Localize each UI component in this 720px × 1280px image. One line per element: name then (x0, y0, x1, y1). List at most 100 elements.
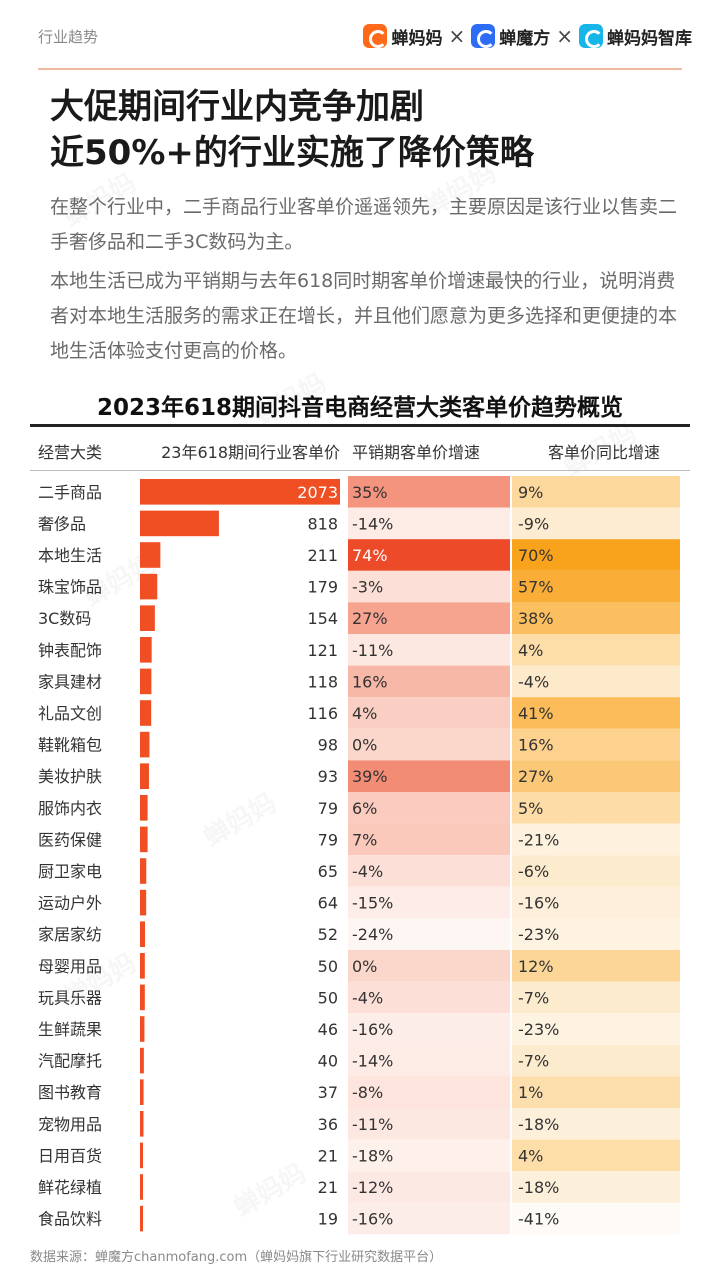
flat-growth-label: 7% (352, 830, 377, 849)
flat-growth-label: 27% (352, 609, 388, 628)
category-label: 美妆护肤 (38, 767, 102, 786)
flat-growth-label: -15% (352, 894, 393, 913)
category-label: 二手商品 (38, 483, 102, 502)
flat-growth-cell (348, 602, 510, 634)
yoy-growth-cell (512, 855, 680, 887)
flat-growth-label: 35% (352, 483, 388, 502)
price-value-label: 79 (318, 799, 338, 818)
price-value-label: 121 (307, 641, 338, 660)
yoy-growth-label: 57% (518, 578, 554, 597)
yoy-growth-label: -7% (518, 988, 549, 1007)
flat-growth-cell (348, 728, 510, 761)
yoy-growth-cell (512, 665, 680, 698)
category-label: 厨卫家电 (38, 862, 102, 881)
yoy-growth-cell (512, 602, 680, 634)
category-label: 珠宝饰品 (38, 578, 102, 597)
category-label: 奢侈品 (38, 514, 86, 533)
category-label: 宠物用品 (38, 1115, 102, 1134)
flat-growth-label: 6% (352, 799, 377, 818)
category-label: 图书教育 (38, 1083, 102, 1102)
flat-growth-cell (348, 697, 510, 729)
flat-growth-cell (348, 918, 510, 950)
category-label: 礼品文创 (38, 704, 102, 723)
price-bar (140, 1016, 145, 1042)
flat-growth-cell (348, 1013, 510, 1045)
yoy-growth-cell (512, 981, 680, 1014)
price-value-label: 21 (318, 1178, 338, 1197)
category-label: 家具建材 (38, 672, 102, 691)
flat-growth-cell (348, 570, 510, 603)
price-bar (140, 763, 149, 789)
price-bar (140, 731, 150, 758)
chanmama-logo-icon (363, 24, 388, 48)
category-label: 医药保健 (38, 830, 102, 849)
top-divider (38, 68, 682, 70)
flat-growth-label: 4% (352, 704, 377, 723)
price-bar (140, 668, 152, 695)
flat-growth-cell (348, 1139, 510, 1172)
price-bar (140, 1047, 144, 1074)
flat-growth-label: 0% (352, 736, 377, 755)
yoy-growth-cell (512, 1139, 680, 1172)
category-label: 服饰内衣 (38, 799, 102, 818)
flat-growth-cell (348, 539, 510, 571)
price-bar (140, 605, 155, 631)
flat-growth-label: -4% (352, 862, 383, 881)
yoy-growth-label: -21% (518, 830, 559, 849)
yoy-growth-cell (512, 792, 680, 824)
section-tag: 行业趋势 (38, 28, 99, 46)
price-bar (140, 573, 158, 600)
price-value-label: 79 (318, 830, 338, 849)
price-value-label: 46 (318, 1020, 338, 1039)
yoy-growth-label: -23% (518, 1020, 559, 1039)
price-bar (140, 1205, 143, 1232)
yoy-growth-cell (512, 539, 680, 571)
yoy-growth-label: -9% (518, 514, 549, 533)
yoy-growth-cell (512, 570, 680, 603)
flat-growth-cell (348, 476, 510, 508)
category-label: 家居家纺 (38, 925, 102, 944)
price-bar (140, 510, 219, 537)
yoy-growth-label: 38% (518, 609, 554, 628)
yoy-growth-label: 41% (518, 704, 554, 723)
yoy-growth-label: -18% (518, 1115, 559, 1134)
brand-chanmama: 蝉妈妈 (363, 24, 442, 49)
paragraph-1: 在整个行业中，二手商品行业客单价遥遥领先，主要原因是该行业以售卖二手奢侈品和二手… (50, 196, 678, 253)
price-bar (140, 479, 340, 505)
category-label: 鞋靴箱包 (38, 736, 102, 755)
yoy-growth-label: -41% (518, 1210, 559, 1229)
price-bar (140, 889, 147, 916)
flat-growth-cell (348, 950, 510, 982)
flat-growth-label: 39% (352, 767, 388, 786)
category-label: 运动户外 (38, 894, 102, 913)
yoy-growth-cell (512, 1171, 680, 1203)
category-label: 食品饮料 (38, 1210, 102, 1229)
flat-growth-label: 16% (352, 672, 388, 691)
yoy-growth-label: 4% (518, 641, 543, 660)
price-value-label: 64 (318, 894, 338, 913)
yoy-growth-cell (512, 697, 680, 729)
yoy-growth-cell (512, 476, 680, 508)
flat-growth-label: -4% (352, 988, 383, 1007)
price-value-label: 37 (318, 1083, 338, 1102)
flat-growth-label: 0% (352, 957, 377, 976)
column-header-flat-growth: 平销期客单价增速 (352, 443, 481, 462)
price-bar (140, 921, 146, 947)
category-label: 母婴用品 (38, 957, 102, 976)
price-value-label: 118 (307, 672, 338, 691)
flat-growth-cell (348, 760, 510, 792)
flat-growth-cell (348, 1044, 510, 1077)
price-value-label: 52 (318, 925, 338, 944)
price-value-label: 154 (307, 609, 338, 628)
yoy-growth-label: -6% (518, 862, 549, 881)
flat-growth-label: -8% (352, 1083, 383, 1102)
price-value-label: 211 (307, 546, 338, 565)
price-bar (140, 858, 147, 884)
flat-growth-cell (348, 1108, 510, 1140)
yoy-growth-cell (512, 760, 680, 792)
brand-chanmama-zhiku: 蝉妈妈智库 (579, 24, 692, 49)
times-separator: × (448, 24, 466, 48)
flat-growth-cell (348, 981, 510, 1014)
chart-title-rule (30, 424, 690, 427)
